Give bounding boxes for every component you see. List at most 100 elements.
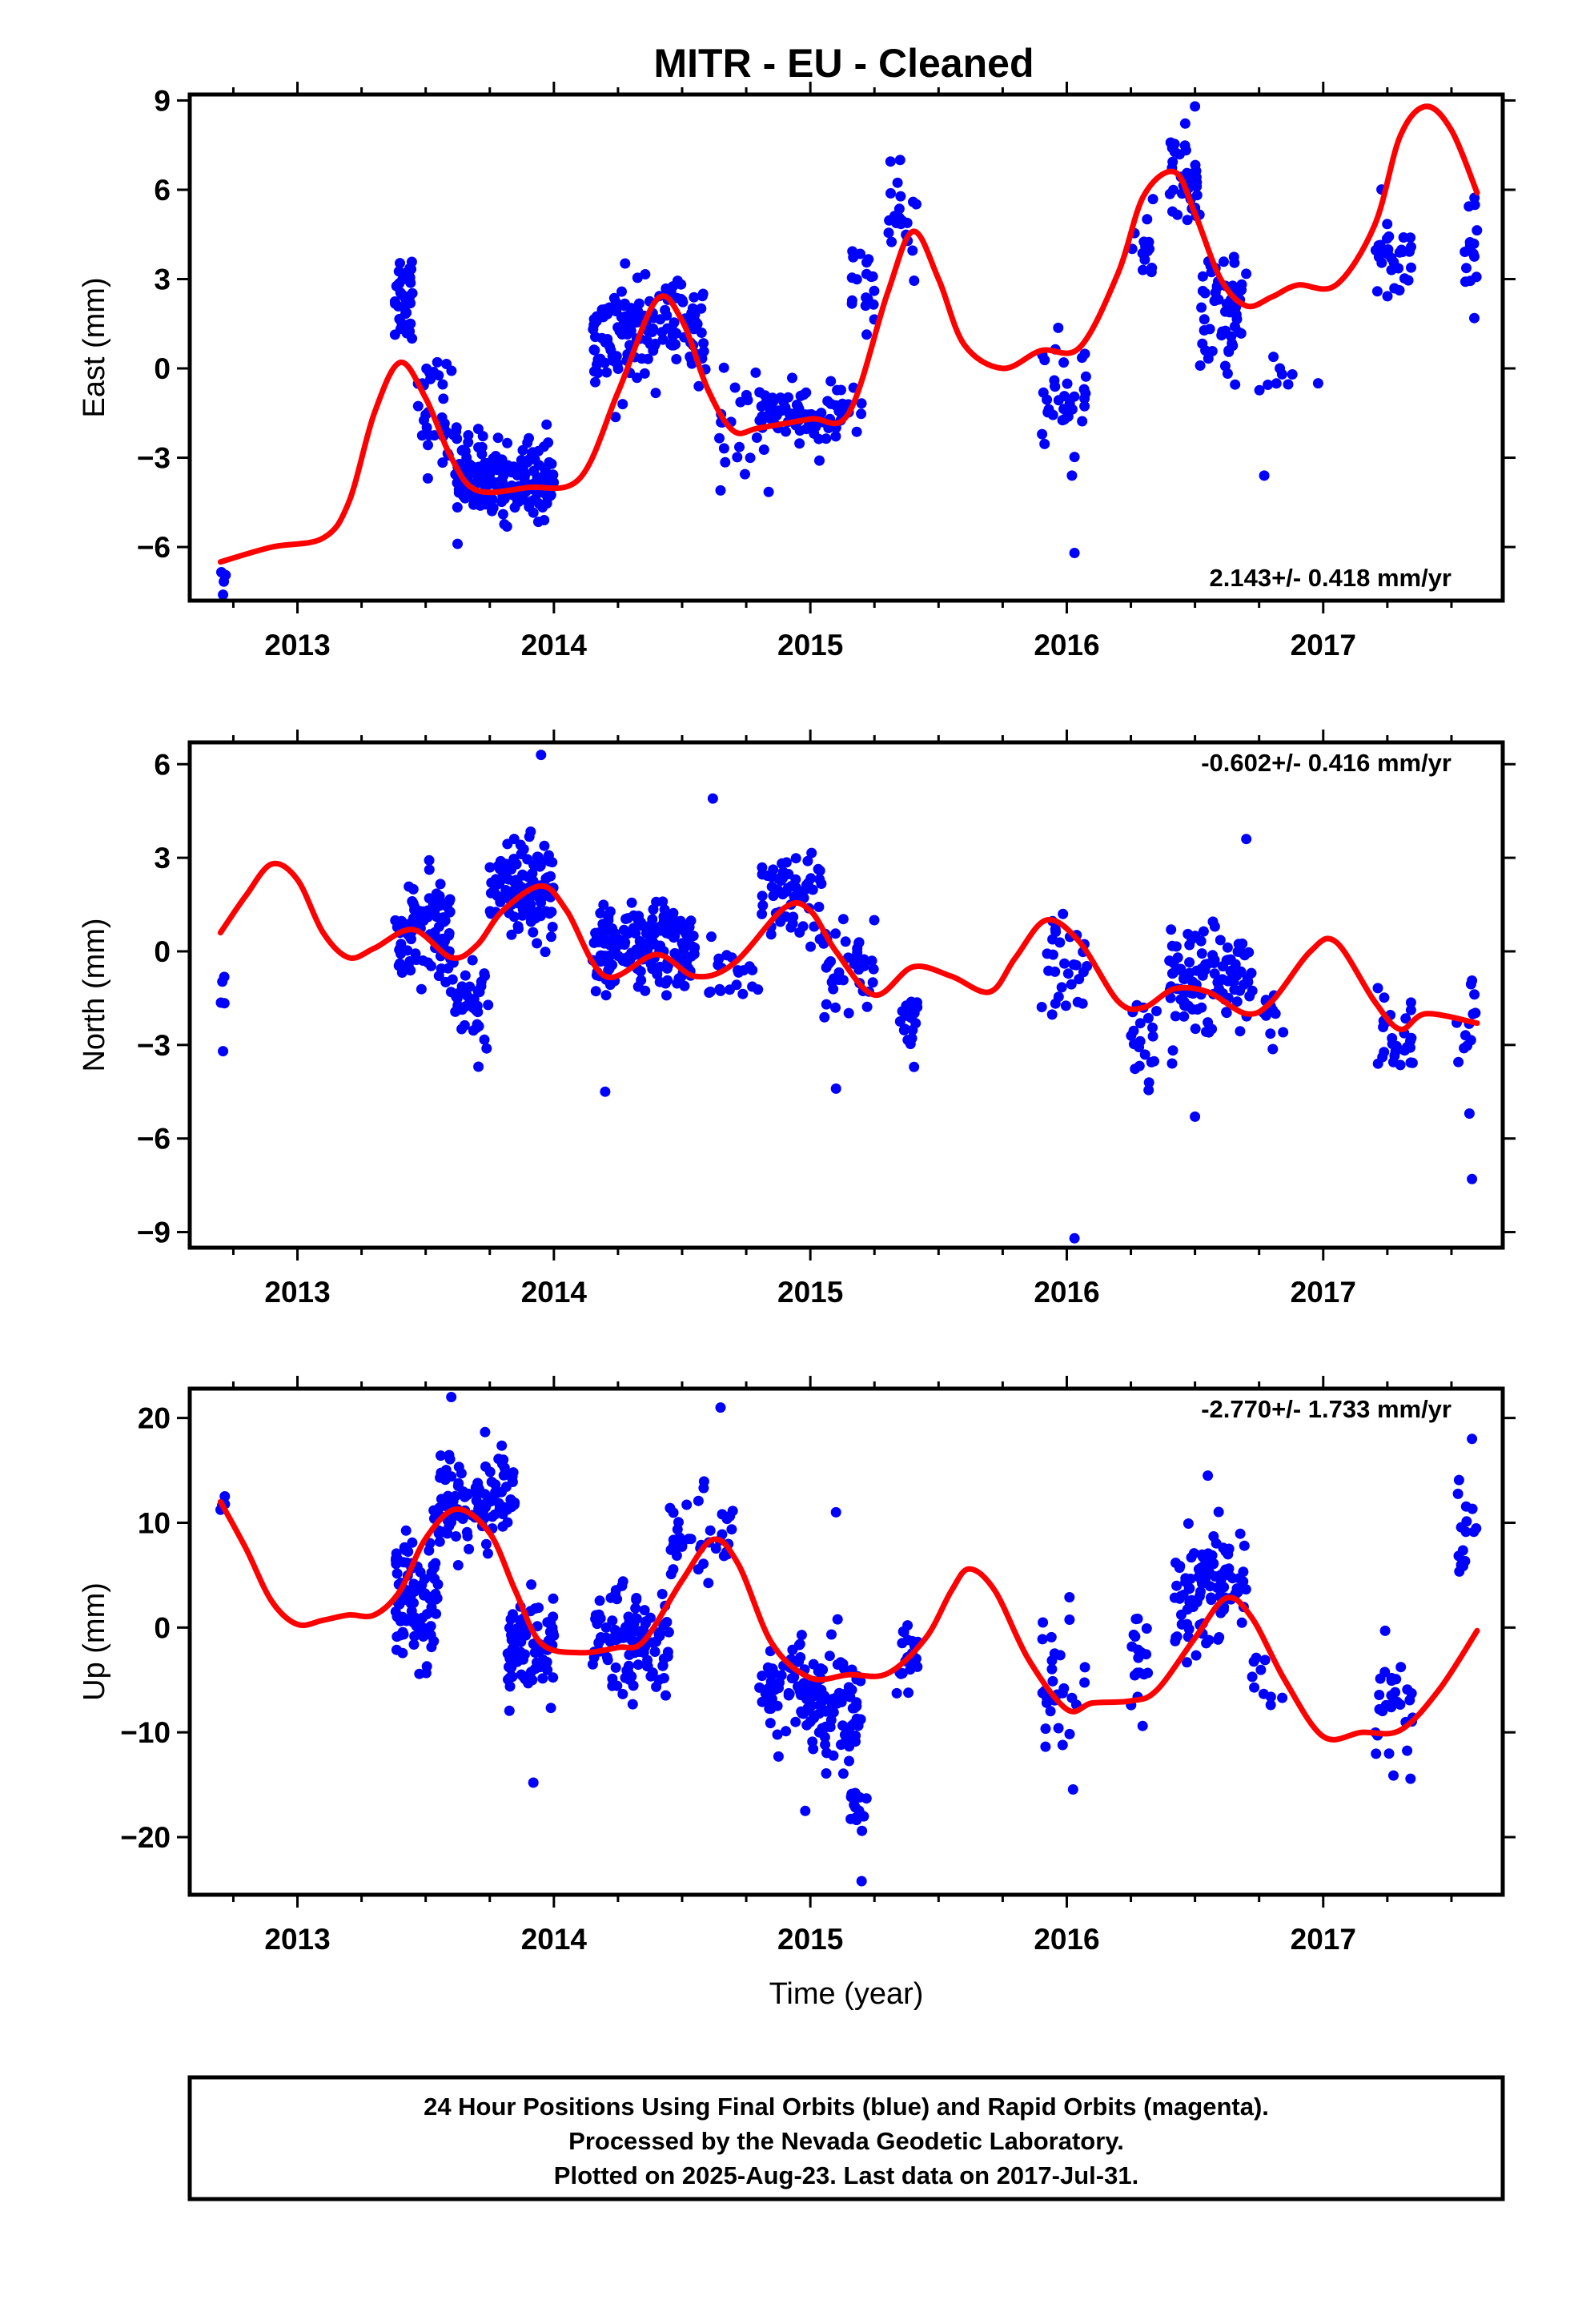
data-point <box>218 1046 229 1057</box>
data-point <box>856 1876 867 1887</box>
data-point <box>813 433 825 444</box>
data-point <box>391 1568 403 1579</box>
data-point <box>414 1668 425 1679</box>
data-point <box>633 298 644 309</box>
data-point <box>1172 209 1183 220</box>
data-point <box>897 1668 908 1679</box>
data-point <box>437 379 448 390</box>
data-point <box>758 444 769 455</box>
data-point <box>482 1548 493 1559</box>
data-point <box>398 268 409 279</box>
data-point <box>718 443 729 454</box>
data-point <box>1066 1692 1078 1703</box>
data-points <box>216 101 1483 601</box>
data-point <box>665 1569 677 1580</box>
data-point <box>640 985 651 996</box>
data-point <box>1265 1028 1276 1039</box>
data-point <box>406 263 417 275</box>
data-point <box>544 856 555 867</box>
data-point <box>444 1449 455 1461</box>
data-point <box>668 326 679 337</box>
data-point <box>757 908 768 919</box>
data-point <box>1215 1570 1227 1581</box>
data-point <box>901 217 913 228</box>
data-point <box>1072 996 1083 1007</box>
data-point <box>745 452 756 464</box>
x-tick-label: 2013 <box>264 1276 330 1309</box>
data-point <box>781 426 791 437</box>
data-point <box>777 866 789 878</box>
data-point <box>537 1673 548 1684</box>
data-point <box>654 961 665 972</box>
data-point <box>1041 1697 1052 1708</box>
data-point <box>1398 232 1409 243</box>
data-point <box>1053 395 1064 406</box>
data-point <box>866 955 877 967</box>
data-point <box>830 400 841 411</box>
y-tick-label: 6 <box>154 748 171 781</box>
data-point <box>909 1061 920 1072</box>
data-point <box>1141 1623 1152 1634</box>
data-point <box>1199 964 1211 975</box>
data-point <box>1467 975 1478 986</box>
data-point <box>844 1741 855 1752</box>
data-point <box>483 999 494 1011</box>
data-point <box>459 491 470 502</box>
data-point <box>677 922 689 933</box>
data-point <box>698 338 709 349</box>
data-point <box>472 1478 484 1489</box>
data-point <box>497 476 508 488</box>
data-point <box>1232 946 1243 957</box>
data-point <box>808 1743 819 1755</box>
data-point <box>899 1023 910 1035</box>
data-point <box>826 1629 837 1640</box>
data-point <box>1231 996 1243 1007</box>
data-point <box>846 272 857 283</box>
data-point <box>1225 954 1236 965</box>
data-point <box>404 319 415 330</box>
data-point <box>512 921 524 932</box>
data-point <box>610 1589 621 1600</box>
data-point <box>669 317 680 328</box>
figure-title: MITR - EU - Cleaned <box>653 41 1034 86</box>
data-point <box>536 750 547 761</box>
data-point <box>487 505 497 517</box>
data-point <box>843 1007 854 1019</box>
data-point <box>1219 256 1229 267</box>
data-point <box>433 971 444 982</box>
data-point <box>479 1034 490 1045</box>
data-point <box>624 955 636 966</box>
data-point <box>861 1001 873 1012</box>
data-point <box>424 864 435 875</box>
data-point <box>1197 285 1208 296</box>
data-point <box>1259 470 1270 481</box>
data-point <box>649 1647 661 1657</box>
data-point <box>452 1481 464 1491</box>
data-point <box>480 1426 491 1437</box>
data-point <box>1143 1077 1154 1088</box>
footer-line-3: Plotted on 2025-Aug-23. Last data on 201… <box>554 2161 1138 2189</box>
plot-frame <box>187 92 1505 603</box>
data-point <box>1403 275 1414 286</box>
data-point <box>608 937 620 948</box>
data-point <box>1464 201 1475 212</box>
data-point <box>620 1631 632 1642</box>
data-point <box>1388 1770 1399 1781</box>
data-point <box>1204 1567 1215 1578</box>
data-point <box>665 911 677 922</box>
data-point <box>821 999 832 1010</box>
x-tick-label: 2016 <box>1034 629 1099 661</box>
data-point <box>1058 908 1069 919</box>
data-point <box>814 874 825 885</box>
data-point <box>1143 1084 1154 1096</box>
data-point <box>602 1655 613 1666</box>
data-point <box>1379 992 1390 1003</box>
data-point <box>497 867 508 879</box>
data-point <box>626 897 637 908</box>
y-tick-label: 10 <box>138 1506 171 1539</box>
data-point <box>1383 231 1395 242</box>
data-point <box>592 1614 604 1626</box>
data-point <box>395 258 405 269</box>
data-point <box>670 339 681 350</box>
data-point <box>909 275 920 286</box>
